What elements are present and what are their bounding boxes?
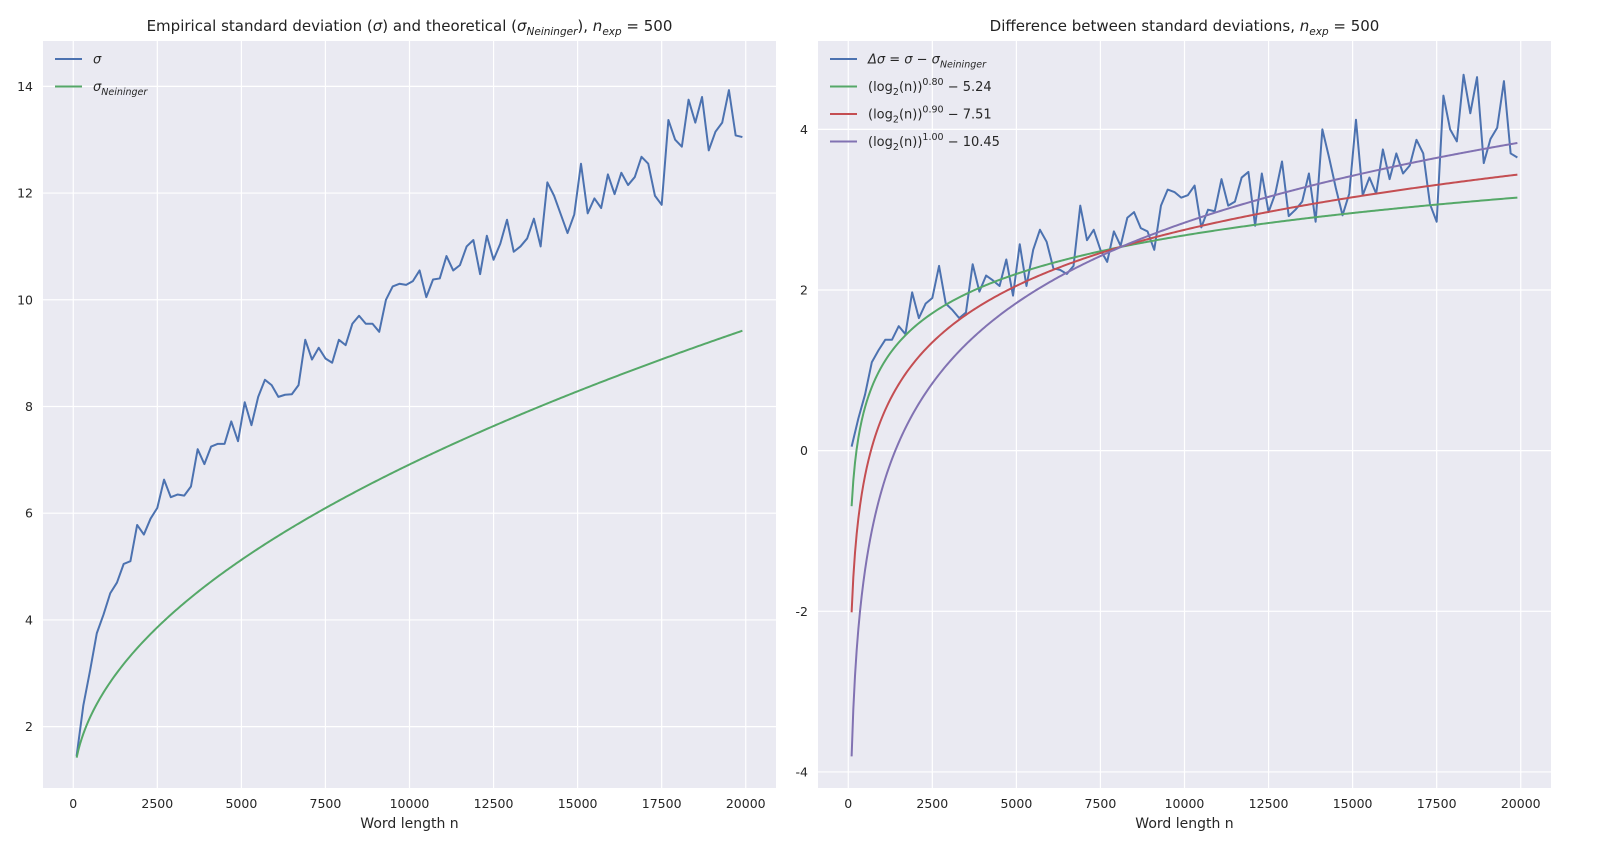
y-tick-label: 8	[25, 399, 33, 414]
x-tick-label: 2500	[141, 796, 173, 811]
y-tick-label: 0	[800, 443, 808, 458]
x-tick-label: 17500	[642, 796, 682, 811]
series-line	[850, 173, 1518, 613]
legend-entry: (log2(n))0.90 − 7.51	[868, 105, 992, 126]
chart-title: Empirical standard deviation (σ) and the…	[147, 17, 673, 38]
chart-right: 0 2500 5000 7500 10000 12500 15000 17500 20000 -4…	[796, 17, 1551, 832]
legend-entry: (log2(n))0.80 − 5.24	[868, 77, 992, 98]
y-tick-label: -2	[796, 604, 808, 619]
x-tick-label: 15000	[558, 796, 598, 811]
chart-left: 0 2500 5000 7500 10000 12500 15000 17500 20000 2 4…	[17, 17, 776, 832]
series-line	[850, 141, 1518, 757]
y-tick-label: 2	[800, 283, 808, 298]
x-tick-label: 5000	[1000, 796, 1032, 811]
x-tick-label: 5000	[225, 796, 257, 811]
x-tick-label: 0	[69, 796, 77, 811]
x-tick-label: 10000	[390, 796, 430, 811]
series-line	[850, 73, 1518, 447]
y-tick-label: 4	[800, 122, 808, 137]
y-tick-label: 2	[25, 719, 33, 734]
legend-entry: Δσ = σ − σNeininger	[867, 53, 987, 71]
y-tick-label: 12	[17, 186, 33, 201]
x-tick-label: 10000	[1165, 796, 1205, 811]
y-tick-label: 6	[25, 506, 33, 521]
y-tick-label: 4	[25, 612, 33, 627]
x-tick-label: 20000	[726, 796, 766, 811]
x-axis-label: Word length n	[1135, 816, 1233, 832]
legend-entry: σ	[93, 53, 102, 68]
x-tick-label: 12500	[1249, 796, 1289, 811]
chart-title: Difference between standard deviations, …	[990, 17, 1380, 38]
y-tick-label: 14	[17, 79, 33, 94]
x-tick-label: 17500	[1417, 796, 1457, 811]
x-axis-label: Word length n	[360, 816, 458, 832]
series-line	[75, 329, 743, 758]
x-tick-label: 7500	[310, 796, 342, 811]
y-tick-label: 10	[17, 292, 33, 307]
legend-entry: σNeininger	[93, 80, 148, 98]
y-tick-label: -4	[796, 764, 809, 779]
x-tick-label: 2500	[916, 796, 948, 811]
series-line	[850, 196, 1518, 507]
x-tick-label: 12500	[474, 796, 514, 811]
x-tick-label: 20000	[1501, 796, 1541, 811]
x-tick-label: 7500	[1085, 796, 1117, 811]
x-tick-label: 15000	[1333, 796, 1373, 811]
legend-entry: (log2(n))1.00 − 10.45	[868, 132, 1000, 153]
series-line	[75, 89, 743, 757]
x-tick-label: 0	[844, 796, 852, 811]
